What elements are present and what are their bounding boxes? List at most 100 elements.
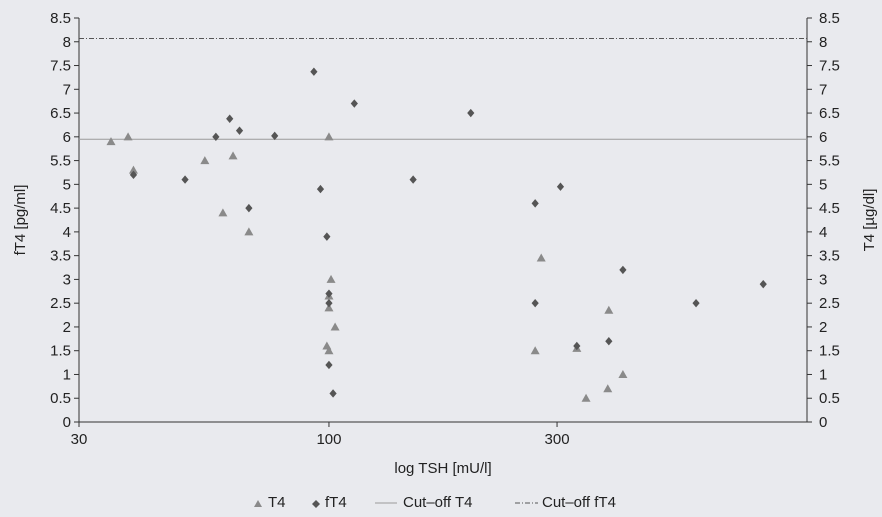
y-left-tick-label: 0 <box>63 414 71 431</box>
legend-cutoff-ft4-label: Cut–off fT4 <box>542 494 616 511</box>
y-axis-left-title: fT4 [pg/ml] <box>12 185 29 256</box>
y-left-tick-label: 2.5 <box>50 295 71 312</box>
x-axis-title: log TSH [mU/l] <box>394 460 491 477</box>
y-right-tick-label: 8 <box>819 34 827 51</box>
y-right-tick-label: 3 <box>819 271 827 288</box>
y-right-tick-label: 1 <box>819 366 827 383</box>
y-axis-right-title: T4 [µg/dl] <box>861 189 878 252</box>
ft4-point <box>759 279 767 289</box>
ft4-point <box>531 199 539 208</box>
y-left-tick-label: 8 <box>63 34 71 51</box>
ft4-point <box>692 298 700 308</box>
t4-point <box>324 303 334 312</box>
y-right-tick-label: 4.5 <box>819 200 840 217</box>
ft4-point <box>573 341 581 351</box>
t4-point <box>324 346 334 355</box>
ft4-point <box>531 298 539 308</box>
t4-point <box>581 393 591 402</box>
ft4-point <box>310 67 318 76</box>
x-axis-ticks: 30 100 300 <box>71 422 570 448</box>
ft4-point <box>129 170 138 180</box>
y-left-tick-label: 7 <box>63 81 71 98</box>
y-right-tick-label: 4 <box>819 224 827 241</box>
reference-lines <box>79 37 807 140</box>
y-right-tick-label: 0.5 <box>819 390 840 407</box>
y-axis-left-ticks: 0 0.5 1 1.5 2 2.5 3 3.5 4 4.5 5 5.5 6 6.5 7 7.5 8 8.5 <box>50 10 79 431</box>
legend: T4 fT4 Cut–off T4 Cut–off fT4 <box>254 494 616 511</box>
y-left-tick-label: 0.5 <box>50 390 71 407</box>
y-right-tick-label: 2 <box>819 319 827 336</box>
t4-point <box>603 384 613 393</box>
t4-point <box>536 253 546 262</box>
ft4-point <box>556 182 565 191</box>
y-right-tick-label: 0 <box>819 414 827 431</box>
y-left-tick-label: 4.5 <box>50 200 71 217</box>
ft4-point <box>245 203 253 213</box>
ft4-point <box>181 175 189 184</box>
y-right-tick-label: 6.5 <box>819 105 840 122</box>
t4-point <box>330 322 340 331</box>
y-right-tick-label: 1.5 <box>819 343 840 360</box>
legend-ft4-label: fT4 <box>325 494 347 511</box>
y-right-tick-label: 5 <box>819 176 827 193</box>
t4-point <box>326 274 336 283</box>
legend-t4-marker <box>254 500 262 507</box>
y-right-tick-label: 7 <box>819 81 827 98</box>
t4-point <box>530 346 540 355</box>
ft4-point <box>325 298 333 308</box>
ft4-point <box>323 232 331 241</box>
ft4-point <box>316 184 325 194</box>
plot-area <box>79 18 807 422</box>
y-right-tick-label: 3.5 <box>819 248 840 265</box>
y-left-tick-label: 7.5 <box>50 58 71 75</box>
legend-ft4-marker <box>312 500 320 508</box>
y-left-tick-label: 1 <box>63 366 71 383</box>
ft4-point <box>235 126 244 135</box>
t4-point <box>123 132 133 141</box>
y-left-tick-label: 4 <box>63 224 71 241</box>
t4-point <box>200 156 210 165</box>
t4-point <box>244 227 254 236</box>
y-left-tick-label: 2 <box>63 319 71 336</box>
x-tick-label: 30 <box>71 431 88 448</box>
y-left-tick-label: 6.5 <box>50 105 71 122</box>
y-right-tick-label: 5.5 <box>819 153 840 170</box>
data-points <box>106 67 767 402</box>
ft4-point <box>619 265 627 275</box>
y-left-tick-label: 6 <box>63 129 71 146</box>
y-right-tick-label: 7.5 <box>819 58 840 75</box>
ft4-point <box>467 108 475 118</box>
y-axis-right-ticks: 0 0.5 1 1.5 2 2.5 3 3.5 4 4.5 5 5.5 6 6.5 7 7.5 8 8.5 <box>807 10 840 431</box>
ft4-point <box>605 337 613 346</box>
y-left-tick-label: 5.5 <box>50 153 71 170</box>
t4-point <box>218 208 228 217</box>
legend-t4-label: T4 <box>268 494 286 511</box>
ft4-point <box>226 114 234 123</box>
t4-point <box>324 132 334 141</box>
y-left-tick-label: 3.5 <box>50 248 71 265</box>
ft4-point <box>329 389 337 398</box>
y-right-tick-label: 8.5 <box>819 10 840 27</box>
ft4-point <box>212 132 220 142</box>
x-tick-label: 100 <box>316 431 341 448</box>
t4-point <box>128 165 138 174</box>
ft4-point <box>409 175 417 184</box>
y-left-tick-label: 3 <box>63 271 71 288</box>
legend-cutoff-t4-label: Cut–off T4 <box>403 494 473 511</box>
t4-point <box>106 137 116 146</box>
t4-point <box>618 369 628 378</box>
t4-point <box>228 151 238 160</box>
y-right-tick-label: 6 <box>819 129 827 146</box>
y-left-tick-label: 5 <box>63 176 71 193</box>
t4-point <box>604 305 614 314</box>
ft4-point <box>350 99 358 108</box>
y-left-tick-label: 1.5 <box>50 343 71 360</box>
y-right-tick-label: 2.5 <box>819 295 840 312</box>
ft4-point <box>271 131 279 141</box>
x-tick-label: 300 <box>545 431 570 448</box>
y-left-tick-label: 8.5 <box>50 10 71 27</box>
ft4-point <box>325 289 333 298</box>
ft4-point <box>325 360 333 370</box>
